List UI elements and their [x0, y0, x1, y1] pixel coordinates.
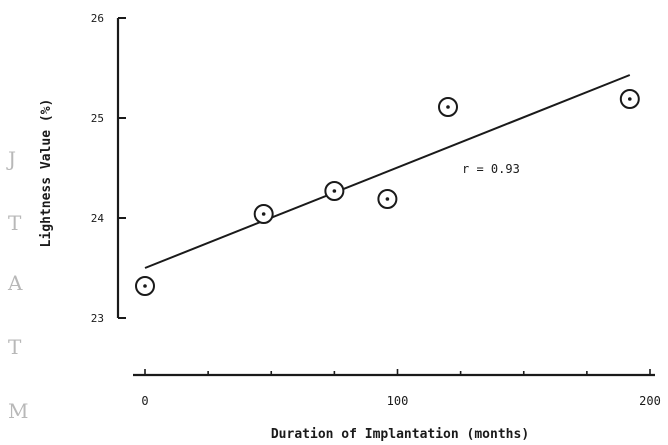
x-ticks: 0 100 200	[141, 369, 661, 408]
data-point-center	[446, 105, 450, 109]
data-point-center	[143, 284, 147, 288]
data-points	[135, 89, 640, 296]
data-point	[253, 204, 274, 224]
margin-letters: J T A T M	[6, 147, 28, 423]
data-point	[324, 181, 345, 201]
data-point	[438, 97, 458, 117]
data-point	[377, 189, 398, 209]
data-point-center	[385, 197, 390, 201]
data-point-center	[261, 212, 266, 216]
margin-letter: T	[8, 335, 22, 359]
x-tick-label: 0	[141, 394, 148, 408]
regression-line	[144, 74, 631, 269]
y-tick-label: 24	[91, 212, 105, 225]
x-tick-label: 100	[387, 394, 409, 408]
y-tick-label: 26	[91, 12, 104, 25]
data-point	[135, 276, 155, 296]
data-point	[619, 89, 640, 109]
margin-letter: T	[8, 211, 22, 235]
y-tick-label: 23	[91, 312, 104, 325]
y-axis-label: Lightness Value (%)	[39, 99, 54, 248]
x-axis-label: Duration of Implantation (months)	[271, 427, 529, 442]
data-point-center	[628, 97, 632, 101]
margin-letter: A	[7, 271, 23, 295]
correlation-annotation: r = 0.93	[462, 162, 520, 176]
data-point-center	[332, 189, 337, 193]
x-tick-label: 200	[639, 394, 661, 408]
margin-letter: J	[6, 147, 16, 171]
y-tick-label: 25	[91, 112, 104, 125]
margin-letter: M	[8, 399, 28, 423]
y-ticks: 23 24 25 26	[91, 12, 126, 325]
